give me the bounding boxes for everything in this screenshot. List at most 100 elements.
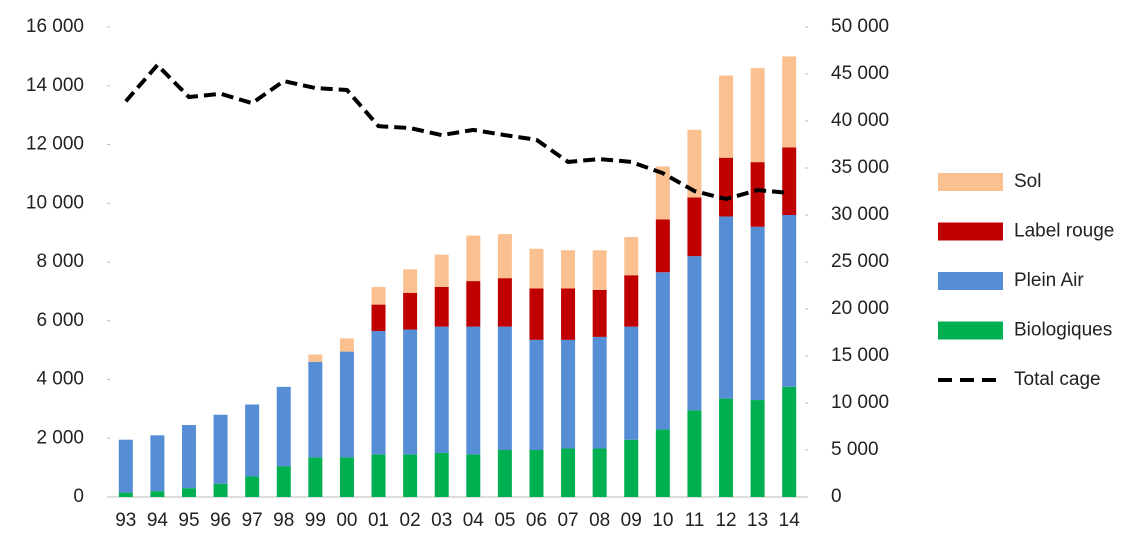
bar-segment: [497, 450, 512, 497]
y-tick-label: 14 000: [26, 75, 84, 96]
bar-segment: [655, 166, 670, 220]
x-tick-label: 94: [147, 510, 169, 531]
bar-segment: [403, 269, 418, 293]
bar-segment: [529, 450, 544, 497]
bar-segment: [655, 219, 670, 273]
bar-segment: [150, 435, 165, 492]
x-tick-label: 96: [210, 510, 231, 531]
bar-segment: [592, 336, 607, 449]
bar-segment: [403, 329, 418, 455]
bar-segment: [561, 250, 576, 289]
x-tick-label: 07: [557, 510, 578, 531]
bar-segment: [719, 157, 734, 217]
x-tick-label: 11: [685, 510, 705, 531]
y2-tick-label: 45 000: [831, 63, 889, 84]
bar-segment: [339, 338, 354, 352]
bar-segment: [434, 286, 449, 327]
y2-tick-label: 35 000: [831, 157, 889, 178]
bar-segment: [624, 326, 639, 440]
bar-segment: [624, 439, 639, 497]
bar-segment: [245, 404, 260, 477]
bar-segment: [339, 351, 354, 458]
bar-segment: [276, 386, 291, 467]
y-tick-label: 4 000: [36, 369, 84, 390]
bar-segment: [655, 272, 670, 430]
bar-segment: [687, 410, 702, 497]
line-series: [124, 62, 790, 202]
bar-segment: [466, 235, 481, 282]
bar-segment: [371, 286, 386, 305]
bar-segment: [181, 488, 196, 497]
y2-tick-label: 10 000: [831, 392, 889, 413]
bar-segment: [561, 288, 576, 340]
x-tick-label: 99: [305, 510, 326, 531]
y-tick-label: 12 000: [26, 134, 84, 155]
bar-segment: [466, 454, 481, 497]
bar-segment: [529, 339, 544, 450]
bar-segment: [687, 256, 702, 411]
y2-tick-label: 0: [831, 486, 842, 507]
x-tick-label: 01: [368, 510, 389, 531]
bar-segment: [592, 448, 607, 497]
bar-segment: [434, 254, 449, 287]
bar-segment: [150, 491, 165, 497]
bar-segment: [655, 429, 670, 497]
bar-segment: [497, 278, 512, 327]
x-tick-label: 98: [273, 510, 294, 531]
bar-segment: [434, 452, 449, 497]
bar-segment: [466, 281, 481, 327]
bar-segment: [308, 354, 323, 362]
x-tick-label: 10: [652, 510, 673, 531]
bar-segment: [497, 234, 512, 279]
bar-segment: [434, 326, 449, 453]
bar-segment: [561, 448, 576, 497]
bar-segment: [339, 457, 354, 497]
x-tick-label: 97: [242, 510, 263, 531]
bar-segment: [750, 400, 765, 497]
y2-tick-label: 15 000: [831, 345, 889, 366]
bar-segment: [308, 361, 323, 458]
bar-segment: [497, 326, 512, 450]
bar-segment: [561, 339, 576, 449]
bar-segment: [592, 250, 607, 290]
bar-segment: [371, 454, 386, 497]
bar-segment: [529, 248, 544, 289]
legend-swatch: [938, 321, 1003, 340]
y-tick-label: 10 000: [26, 192, 84, 213]
y2-tick-label: 30 000: [831, 204, 889, 225]
y-tick-label: 6 000: [36, 310, 84, 331]
bar-segment: [750, 162, 765, 227]
bar-segment: [245, 476, 260, 497]
bar-segment: [118, 439, 133, 493]
y-tick-label: 16 000: [26, 16, 84, 37]
bar-segment: [371, 304, 386, 332]
bar-segment: [782, 147, 797, 215]
y-tick-label: 0: [73, 486, 84, 507]
bar-segment: [403, 454, 418, 497]
legend-swatch: [938, 272, 1003, 290]
bar-segment: [308, 457, 323, 497]
x-tick-label: 95: [178, 510, 199, 531]
bar-segment: [719, 398, 734, 497]
x-tick-label: 03: [431, 510, 452, 531]
bar-segment: [687, 197, 702, 257]
legend-label: Total cage: [1014, 369, 1101, 390]
x-tick-label: 00: [336, 510, 357, 531]
legend-label: Plein Air: [1014, 270, 1084, 291]
x-tick-label: 06: [526, 510, 547, 531]
bar-segment: [782, 215, 797, 387]
legend-label: Sol: [1014, 171, 1041, 192]
bar-segment: [750, 68, 765, 163]
bar-segment: [213, 483, 228, 497]
bar-segment: [529, 288, 544, 340]
bar-segment: [118, 492, 133, 497]
bar-segment: [466, 326, 481, 455]
y2-tick-label: 25 000: [831, 251, 889, 272]
y2-tick-label: 50 000: [831, 16, 889, 37]
bar-segment: [213, 414, 228, 484]
bar-segment: [750, 226, 765, 401]
bar-segment: [403, 292, 418, 330]
bar-segment: [276, 466, 291, 497]
bar-segment: [624, 275, 639, 327]
